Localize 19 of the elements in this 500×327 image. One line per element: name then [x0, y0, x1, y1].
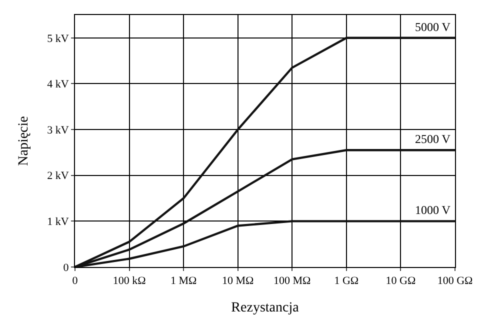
x-tick-label: 100 kΩ	[112, 275, 146, 288]
x-tick-label: 1 GΩ	[334, 275, 359, 288]
x-tick-label: 100 MΩ	[274, 275, 311, 288]
y-tick-label: 4 kV	[47, 78, 69, 91]
x-tick-label: 10 GΩ	[386, 275, 416, 288]
y-tick-label: 3 kV	[47, 124, 69, 136]
y-tick-label: 2 kV	[47, 170, 69, 182]
y-tick-label: 0	[63, 262, 70, 274]
x-tick-label: 1 MΩ	[170, 275, 197, 288]
x-tick-label: 100 GΩ	[437, 275, 473, 288]
series-label: 1000 V	[415, 203, 451, 217]
y-tick-label: 1 kV	[47, 216, 69, 228]
x-tick-label: 10 MΩ	[222, 275, 254, 288]
x-tick-label: 0	[72, 275, 78, 288]
y-tick-label: 5 kV	[47, 32, 69, 45]
y-axis-title: Napięcie	[16, 116, 32, 166]
x-axis-title: Rezystancja	[231, 300, 300, 316]
series-label: 5000 V	[415, 20, 451, 34]
series-label: 2500 V	[415, 132, 451, 146]
